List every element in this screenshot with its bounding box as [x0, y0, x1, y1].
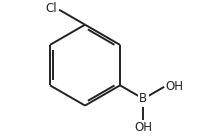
Text: OH: OH	[166, 80, 184, 93]
Text: B: B	[139, 92, 147, 105]
Text: Cl: Cl	[45, 2, 57, 15]
Text: OH: OH	[134, 121, 152, 134]
